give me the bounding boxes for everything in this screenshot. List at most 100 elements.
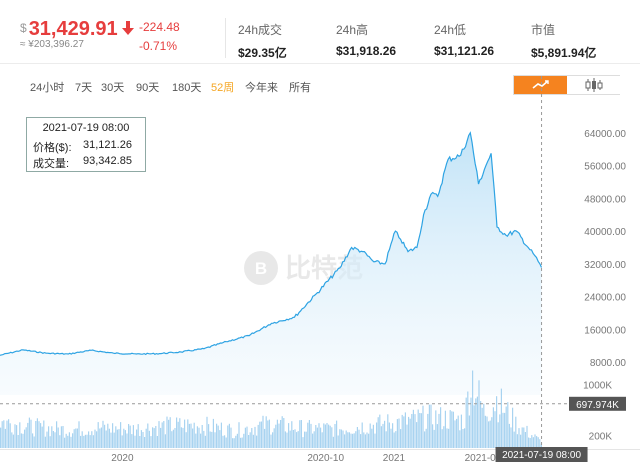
volume-bar — [163, 421, 165, 448]
volume-bar — [59, 435, 61, 448]
x-tick-label: 2020 — [111, 453, 134, 464]
price-tick-label: 56000.00 — [584, 162, 626, 173]
volume-bar — [30, 419, 32, 448]
price-tick-label: 24000.00 — [584, 293, 626, 304]
volume-bar — [232, 438, 234, 448]
volume-bar — [484, 415, 486, 448]
price-tick-label: 48000.00 — [584, 194, 626, 205]
stat-value: $31,121.26 — [434, 44, 495, 58]
range-180d[interactable]: 180天 — [172, 82, 202, 94]
volume-bar — [230, 427, 232, 448]
volume-bar — [156, 436, 158, 448]
volume-bar — [217, 425, 219, 448]
volume-bar — [257, 424, 259, 448]
volume-bar — [497, 422, 499, 448]
volume-bar — [51, 426, 53, 448]
volume-bar — [16, 425, 18, 448]
volume-bar — [262, 415, 264, 448]
volume-bar — [28, 417, 30, 448]
volume-bar — [476, 396, 478, 448]
volume-bar — [264, 428, 266, 448]
volume-bar — [152, 427, 154, 448]
volume-bar — [438, 413, 440, 448]
volume-bar — [280, 420, 282, 448]
volume-bar — [233, 438, 235, 448]
candlestick-button[interactable] — [567, 76, 620, 94]
volume-bar — [166, 416, 168, 448]
volume-bar — [195, 433, 197, 448]
volume-bar — [480, 401, 482, 448]
volume-bar — [126, 433, 128, 448]
stat-label: 24h低 — [434, 23, 467, 37]
volume-bar — [320, 427, 322, 448]
volume-bar — [521, 427, 523, 448]
volume-bar — [105, 430, 107, 448]
volume-bar — [374, 433, 376, 448]
volume-bar — [420, 413, 422, 448]
down-arrow-icon — [121, 21, 134, 35]
volume-bar — [212, 418, 214, 448]
volume-bar — [206, 416, 208, 448]
volume-bar — [89, 435, 91, 448]
volume-bar — [393, 432, 395, 448]
volume-bar — [169, 417, 171, 448]
volume-bar — [142, 432, 144, 448]
range-30d[interactable]: 30天 — [101, 82, 125, 94]
volume-bar — [408, 416, 410, 448]
volume-bar — [508, 423, 510, 448]
volume-bar — [516, 434, 518, 448]
volume-bar — [449, 410, 451, 448]
volume-bar — [46, 431, 48, 448]
volume-bar — [304, 431, 306, 448]
range-90d[interactable]: 90天 — [136, 82, 160, 94]
volume-bar — [281, 416, 283, 448]
price-line — [0, 131, 543, 356]
volume-bar — [273, 428, 275, 448]
volume-bar — [150, 436, 152, 448]
volume-bar — [214, 432, 216, 448]
volume-bar — [531, 435, 533, 448]
volume-bar — [336, 420, 338, 448]
stat-label: 市值 — [531, 23, 556, 37]
volume-bar — [86, 434, 88, 448]
volume-bar — [244, 427, 246, 448]
volume-bar — [352, 433, 354, 448]
volume-bar — [425, 428, 427, 448]
header-separator — [0, 63, 640, 64]
volume-bar — [518, 428, 520, 448]
stat-24h-high: 24h高 $31,918.26 — [336, 21, 396, 58]
volume-bar — [60, 426, 62, 448]
volume-bar — [4, 428, 6, 448]
crosshair-time-label: 2021-07-19 08:00 — [502, 450, 581, 461]
range-52w[interactable]: 52周 — [211, 82, 235, 94]
volume-bar — [526, 425, 528, 448]
price-cny: ≈ ¥203,396.27 — [20, 39, 84, 50]
volume-bar — [360, 434, 362, 448]
tooltip-price-value: 31,121.26 — [83, 139, 132, 151]
volume-bar — [17, 435, 19, 448]
volume-bar — [76, 428, 78, 448]
range-24h[interactable]: 24小时 — [30, 82, 65, 94]
volume-bar — [168, 419, 170, 448]
volume-bar — [467, 391, 469, 448]
stat-24h-volume: 24h成交 $29.35亿 — [238, 21, 287, 61]
tooltip: 2021-07-19 08:00 价格($): 31,121.26 成交量: 9… — [26, 117, 146, 172]
volume-bar — [219, 430, 221, 448]
volume-bar — [419, 413, 421, 448]
volume-bar — [433, 429, 435, 448]
volume-bar — [164, 434, 166, 448]
range-7d[interactable]: 7天 — [75, 82, 93, 94]
volume-bar — [80, 435, 82, 448]
volume-bar — [296, 432, 298, 448]
volume-bar — [115, 426, 117, 448]
range-all[interactable]: 所有 — [289, 82, 311, 94]
volume-bar — [376, 422, 378, 448]
volume-bar — [179, 418, 181, 448]
crosshair-value-box — [569, 396, 626, 411]
volume-bar — [339, 429, 341, 448]
line-chart-button[interactable] — [514, 76, 567, 94]
range-ytd[interactable]: 今年来 — [245, 82, 278, 94]
volume-bar — [323, 423, 325, 448]
volume-bar — [192, 428, 194, 448]
